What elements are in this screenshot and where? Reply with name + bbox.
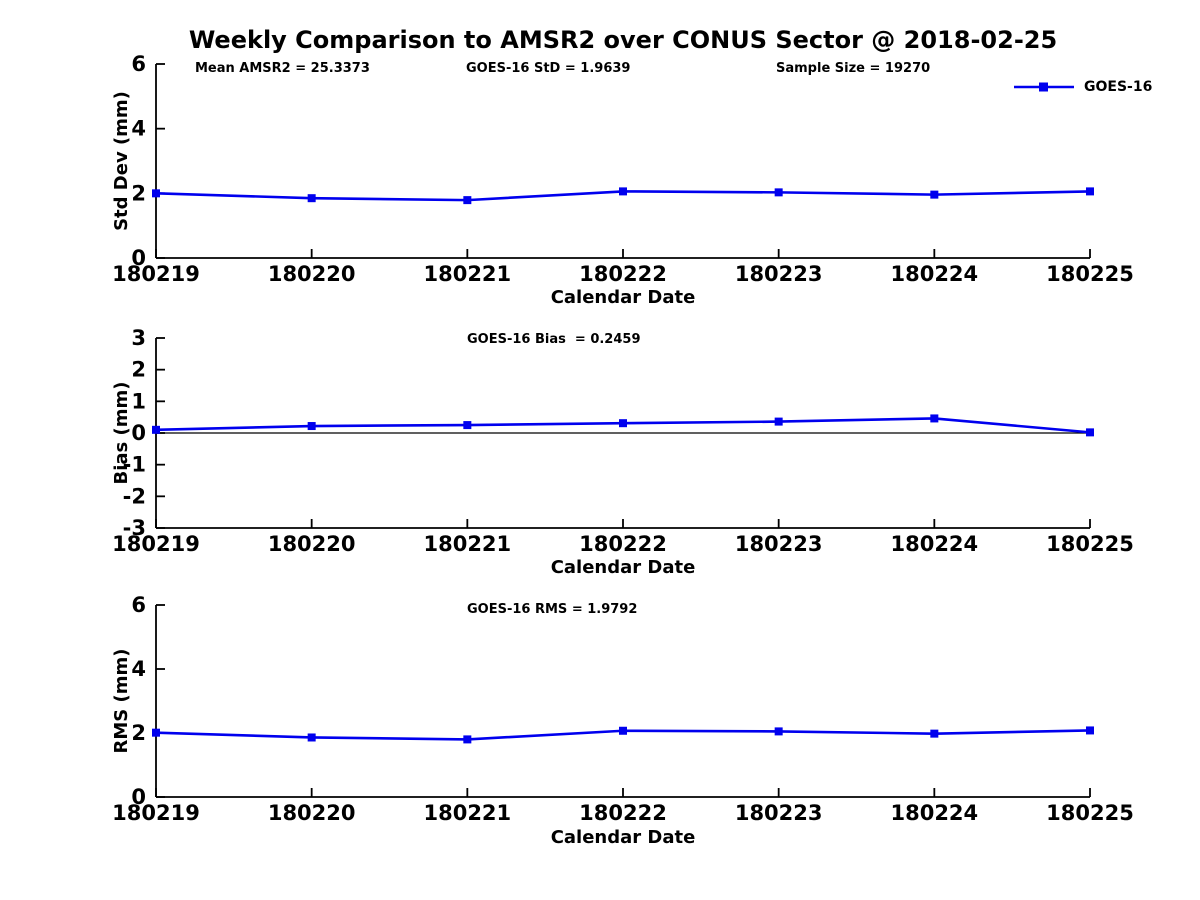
rms-y-tick-label: 2 [131, 721, 146, 745]
std-dev-data-point-marker [463, 196, 472, 205]
rms-data-point-marker [930, 729, 939, 738]
rms-y-axis-label: RMS (mm) [111, 648, 132, 754]
bias-data-point-marker [1086, 428, 1094, 437]
rms-y-tick-label: 4 [131, 657, 146, 681]
std-dev-x-tick-label: 180220 [268, 262, 356, 286]
bias-y-tick-label: 1 [131, 389, 146, 413]
bias-y-tick-label: -2 [123, 484, 146, 508]
legend-line-square-icon [1014, 82, 1074, 92]
std-dev-data-point-marker [152, 189, 160, 198]
std-dev-data-point-marker [307, 194, 316, 203]
rms-data-point-marker [774, 727, 783, 736]
stddev-annotation-sample-size: Sample Size = 19270 [776, 61, 931, 76]
chart-title: Weekly Comparison to AMSR2 over CONUS Se… [188, 26, 1058, 54]
bias-y-tick-label: 3 [131, 326, 146, 350]
bias-x-tick-label: 180221 [423, 532, 511, 556]
rms-data-point-marker [152, 728, 160, 737]
bias-x-tick-label: 180223 [735, 532, 823, 556]
rms-x-tick-label: 180223 [735, 801, 823, 825]
std-dev-data-point-marker [930, 190, 939, 199]
bias-y-tick-label: -3 [123, 516, 146, 540]
bias-data-point-marker [930, 414, 939, 423]
rms-x-tick-label: 180224 [890, 801, 978, 825]
rms-annotation-goes16-rms: GOES-16 RMS = 1.9792 [467, 602, 638, 617]
bias-data-point-marker [463, 421, 472, 430]
bias-x-tick-label: 180225 [1046, 532, 1134, 556]
std-dev-data-point-marker [774, 188, 783, 197]
bias-data-point-marker [152, 425, 160, 434]
rms-y-tick-label: 0 [131, 785, 146, 809]
std-dev-x-tick-label: 180224 [890, 262, 978, 286]
bias-y-tick-label: 2 [131, 358, 146, 382]
bias-annotation-goes16-bias: GOES-16 Bias = 0.2459 [467, 332, 641, 347]
bias-x-tick-label: 180219 [112, 532, 200, 556]
std-dev-y-tick-label: 0 [131, 246, 146, 270]
std-dev-x-tick-label: 180219 [112, 262, 200, 286]
std-dev-x-tick-label: 180222 [579, 262, 667, 286]
bias-x-tick-label: 180220 [268, 532, 356, 556]
std-dev-data-point-marker [1086, 187, 1094, 196]
bias-data-point-marker [619, 419, 627, 428]
bias-y-tick-label: -1 [123, 453, 146, 477]
stddev-annotation-mean-amsr2: Mean AMSR2 = 25.3373 [195, 61, 370, 76]
bias-x-axis-label: Calendar Date [550, 557, 696, 578]
rms-y-tick-label: 6 [131, 593, 146, 617]
legend-square-marker-icon [1039, 82, 1048, 92]
rms-x-tick-label: 180220 [268, 801, 356, 825]
std-dev-y-tick-label: 2 [131, 181, 146, 205]
std-dev-x-tick-label: 180223 [735, 262, 823, 286]
rms-x-axis-label: Calendar Date [550, 827, 696, 848]
legend-series-label: GOES-16 [1084, 79, 1153, 95]
stddev-x-axis-label: Calendar Date [550, 287, 696, 308]
rms-x-tick-label: 180219 [112, 801, 200, 825]
bias-y-axis-label: Bias (mm) [111, 381, 132, 485]
bias-x-tick-label: 180224 [890, 532, 978, 556]
rms-data-point-marker [463, 735, 472, 744]
std-dev-y-tick-label: 4 [131, 117, 146, 141]
legend: GOES-16 [1012, 79, 1152, 95]
bias-y-tick-label: 0 [131, 421, 146, 445]
rms-data-point-marker [1086, 726, 1094, 735]
stddev-y-axis-label: Std Dev (mm) [111, 91, 132, 231]
bias-data-point-marker [774, 417, 783, 426]
std-dev-data-point-marker [619, 187, 627, 196]
stddev-annotation-goes16-std: GOES-16 StD = 1.9639 [466, 61, 631, 76]
std-dev-x-tick-label: 180225 [1046, 262, 1134, 286]
rms-x-tick-label: 180225 [1046, 801, 1134, 825]
bias-x-tick-label: 180222 [579, 532, 667, 556]
std-dev-x-tick-label: 180221 [423, 262, 511, 286]
rms-data-point-marker [307, 733, 316, 742]
rms-x-tick-label: 180221 [423, 801, 511, 825]
rms-data-point-marker [619, 726, 627, 735]
std-dev-y-tick-label: 6 [131, 52, 146, 76]
bias-data-point-marker [307, 422, 316, 431]
rms-x-tick-label: 180222 [579, 801, 667, 825]
